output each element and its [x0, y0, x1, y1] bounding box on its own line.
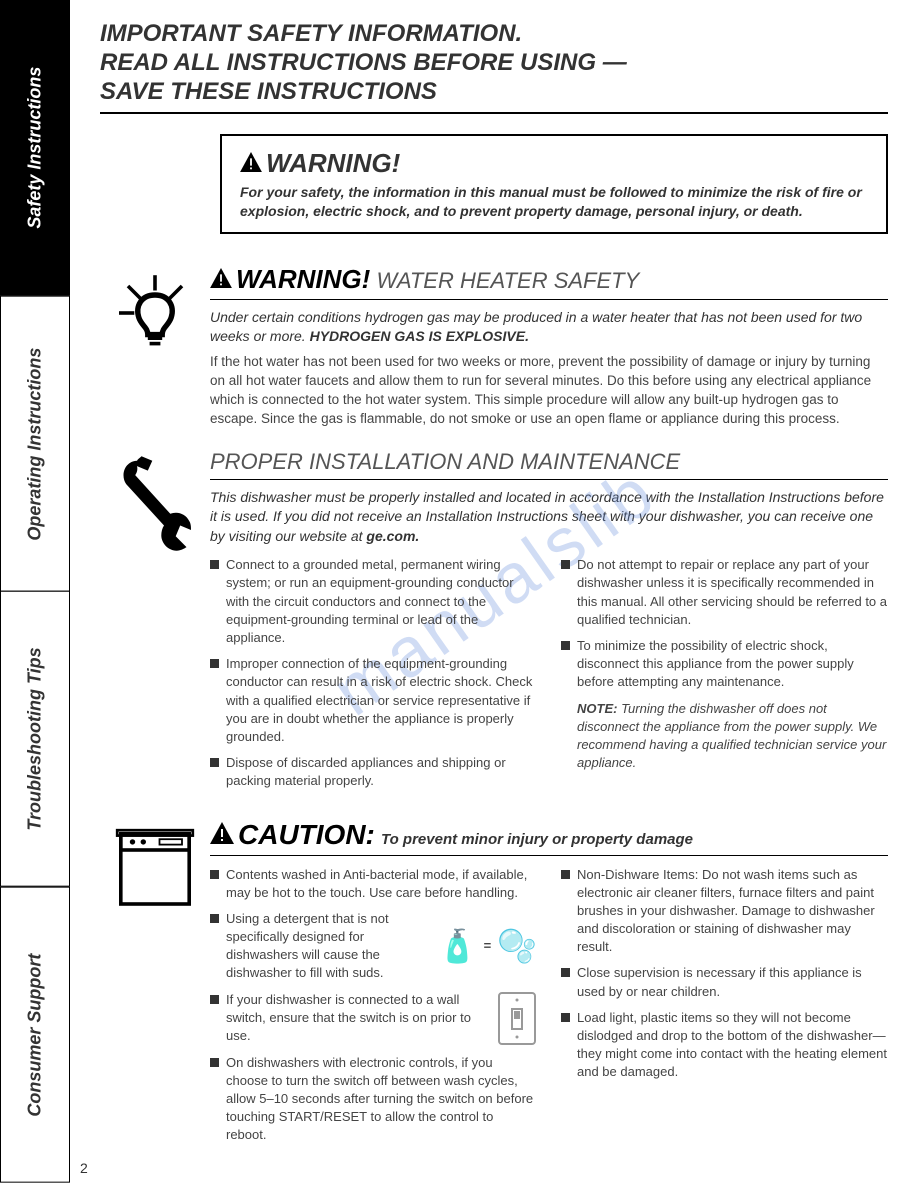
caution-label: CAUTION:	[238, 819, 375, 850]
page-number: 2	[80, 1160, 88, 1176]
intro-text: Under certain conditions hydrogen gas ma…	[210, 309, 862, 345]
install-intro: This dishwasher must be properly install…	[210, 488, 888, 547]
list-item: Do not attempt to repair or replace any …	[561, 556, 888, 629]
install-site: ge.com.	[366, 528, 419, 544]
section-caution: CAUTION: To prevent minor injury or prop…	[100, 819, 888, 1153]
caution-left-list: Contents washed in Anti-bacterial mode, …	[210, 866, 537, 1145]
install-heading: PROPER INSTALLATION AND MAINTENANCE	[210, 449, 888, 480]
tab-operating: Operating Instructions	[0, 296, 70, 592]
list-item: To minimize the possibility of electric …	[561, 637, 888, 692]
page-title: IMPORTANT SAFETY INFORMATION. READ ALL I…	[100, 20, 888, 114]
install-left-list: Connect to a grounded metal, permanent w…	[210, 556, 537, 790]
note-label: NOTE:	[577, 701, 617, 716]
lightbulb-icon	[100, 264, 210, 429]
warning-label: WARNING!	[236, 264, 370, 294]
section-water-heater: WARNING! WATER HEATER SAFETY Under certa…	[100, 264, 888, 429]
list-item: Load light, plastic items so they will n…	[561, 1009, 888, 1082]
bottle-icon: 🧴	[438, 930, 478, 962]
water-heater-heading: WARNING! WATER HEATER SAFETY	[210, 264, 888, 300]
install-right-list: Do not attempt to repair or replace any …	[561, 556, 888, 691]
wallswitch-icon	[497, 991, 537, 1046]
warning-icon	[240, 152, 262, 172]
list-item: Close supervision is necessary if this a…	[561, 964, 888, 1000]
warning-icon	[210, 268, 232, 288]
suds-icon: 🫧	[497, 930, 537, 962]
water-heater-body: If the hot water has not been used for t…	[210, 353, 888, 429]
warning-box: WARNING! For your safety, the informatio…	[220, 134, 888, 233]
install-note: NOTE: Turning the dishwasher off does no…	[561, 700, 888, 773]
list-item: Connect to a grounded metal, permanent w…	[210, 556, 537, 647]
tab-support: Consumer Support	[0, 887, 70, 1183]
list-item: Contents washed in Anti-bacterial mode, …	[210, 866, 537, 902]
water-heater-title: WATER HEATER SAFETY	[376, 268, 639, 293]
page-content: manualslib IMPORTANT SAFETY INFORMATION.…	[70, 0, 918, 1183]
switch-text: If your dishwasher is connected to a wal…	[226, 991, 491, 1046]
section-installation: PROPER INSTALLATION AND MAINTENANCE This…	[100, 449, 888, 799]
list-item: Non-Dishware Items: Do not wash items su…	[561, 866, 888, 957]
detergent-text: Using a detergent that is not specifical…	[226, 910, 432, 983]
warning-box-title-text: WARNING!	[266, 148, 400, 178]
caution-heading: CAUTION: To prevent minor injury or prop…	[210, 819, 888, 856]
warning-icon	[210, 822, 234, 844]
water-heater-intro: Under certain conditions hydrogen gas ma…	[210, 308, 888, 347]
note-text: Turning the dishwasher off does not disc…	[577, 701, 886, 771]
sidebar-tabs: Safety Instructions Operating Instructio…	[0, 0, 70, 1183]
warning-box-text: For your safety, the information in this…	[240, 183, 868, 219]
tab-safety: Safety Instructions	[0, 0, 70, 296]
tab-troubleshooting: Troubleshooting Tips	[0, 591, 70, 887]
caution-sub: To prevent minor injury or property dama…	[381, 831, 693, 848]
list-item: Dispose of discarded appliances and ship…	[210, 754, 537, 790]
caution-right-list: Non-Dishware Items: Do not wash items su…	[561, 866, 888, 1082]
warning-box-title: WARNING!	[240, 148, 868, 179]
list-item: Using a detergent that is not specifical…	[210, 910, 537, 983]
install-intro-text: This dishwasher must be properly install…	[210, 489, 884, 544]
list-item: If your dishwasher is connected to a wal…	[210, 991, 537, 1046]
dishwasher-icon	[100, 819, 210, 1153]
list-item: On dishwashers with electronic controls,…	[210, 1054, 537, 1145]
wrench-icon	[100, 449, 210, 799]
intro-bold: HYDROGEN GAS IS EXPLOSIVE.	[310, 328, 529, 344]
list-item: Improper connection of the equipment-gro…	[210, 655, 537, 746]
